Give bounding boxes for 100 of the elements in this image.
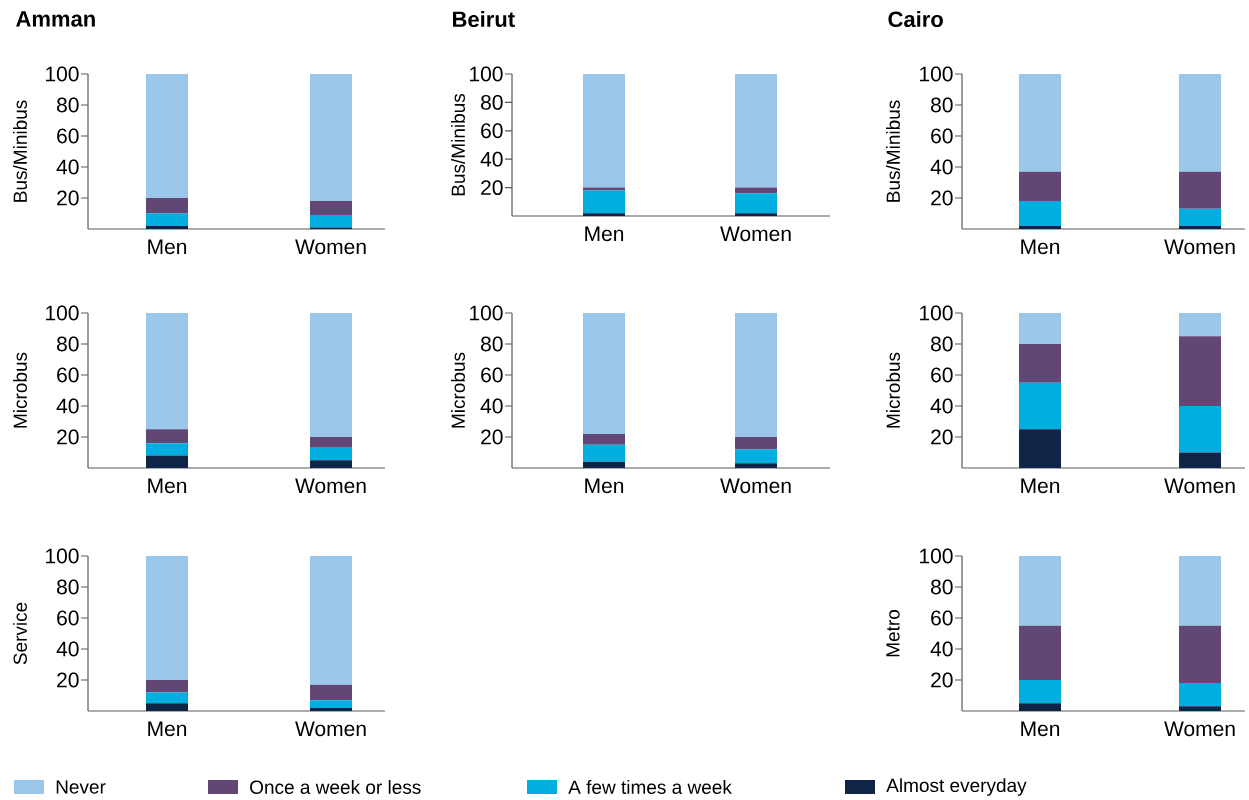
y-tick-label: 20: [481, 429, 503, 445]
y-tick-label: 60: [931, 128, 953, 144]
y-tick-label: 20: [931, 190, 953, 206]
y-tick-label: 20: [57, 672, 79, 688]
bar: [310, 447, 352, 461]
y-axis-title: Bus/Minibus: [451, 93, 465, 196]
bar: [583, 312, 626, 434]
bar: [146, 73, 188, 198]
bar: [146, 680, 188, 693]
y-axis-title: Metro: [886, 610, 900, 657]
y-tick-label: 80: [481, 94, 503, 110]
y-tick-label: 60: [481, 123, 503, 139]
y-tick-label: 80: [931, 579, 953, 595]
y-axis-title: Service: [13, 602, 27, 665]
y-tick-label: 100: [46, 66, 79, 82]
y-tick-label: 80: [931, 336, 953, 352]
bar: [146, 692, 188, 704]
bar: [146, 429, 188, 444]
x-tick-label: Men: [585, 478, 624, 494]
bar: [735, 312, 778, 437]
bar: [310, 460, 352, 468]
y-tick-label: 40: [930, 398, 953, 414]
bar: [146, 556, 188, 680]
bar: [735, 449, 778, 464]
bar: [1019, 429, 1062, 468]
bar: [146, 455, 188, 468]
chart-title: Amman: [16, 11, 95, 27]
bar: [1019, 344, 1062, 383]
bar: [1019, 556, 1062, 626]
y-tick-label: 100: [46, 548, 79, 564]
bar: [1179, 225, 1222, 229]
bar: [735, 437, 778, 450]
y-tick-label: 40: [480, 398, 503, 414]
y-tick-label: 20: [931, 672, 953, 688]
bar: [583, 433, 626, 445]
bar: [735, 463, 778, 468]
y-tick-label: 80: [481, 336, 503, 352]
y-tick-label: 100: [470, 305, 503, 321]
y-tick-label: 20: [57, 429, 79, 445]
bar: [1019, 625, 1062, 680]
bar: [1019, 225, 1062, 229]
y-tick-label: 80: [57, 97, 79, 113]
bar: [1019, 201, 1062, 226]
chart-title: Beirut: [453, 10, 515, 28]
x-tick-label: Men: [1021, 721, 1060, 737]
y-tick-label: 80: [57, 579, 79, 595]
y-tick-label: 80: [931, 97, 953, 113]
bar: [146, 225, 188, 229]
bar: [735, 193, 778, 214]
bar: [310, 215, 352, 228]
bar: [1179, 625, 1222, 684]
legend-label: Once a week or less: [250, 780, 421, 794]
bar: [1019, 171, 1062, 202]
x-tick-label: Women: [720, 478, 791, 494]
bar: [310, 684, 352, 701]
bar: [1019, 680, 1062, 704]
bar: [1179, 171, 1222, 209]
legend-label: Never: [56, 780, 106, 794]
y-axis-title: Microbus: [451, 352, 465, 428]
bar: [1019, 382, 1062, 430]
bar: [1179, 683, 1222, 707]
x-tick-label: Men: [148, 721, 187, 737]
y-tick-label: 40: [480, 151, 503, 167]
bar: [1179, 556, 1222, 626]
x-tick-label: Men: [1021, 478, 1060, 494]
x-tick-label: Men: [148, 239, 187, 255]
y-tick-label: 100: [920, 66, 953, 82]
bar: [1179, 208, 1222, 226]
y-tick-label: 100: [470, 66, 503, 82]
bar: [310, 700, 352, 708]
y-tick-label: 40: [56, 159, 79, 175]
x-tick-label: Women: [295, 721, 366, 737]
bar: [583, 444, 626, 462]
bar: [146, 703, 188, 711]
bar: [1019, 312, 1062, 344]
legend-label: Almost everyday: [886, 778, 1027, 796]
bar: [146, 197, 188, 214]
y-axis-title: Microbus: [13, 352, 27, 428]
y-tick-label: 60: [931, 367, 953, 383]
y-axis-title: Microbus: [886, 352, 900, 428]
bar: [310, 556, 352, 685]
legend-label: A few times a week: [568, 780, 732, 794]
bar: [1019, 73, 1062, 172]
bar: [1179, 73, 1222, 172]
y-tick-label: 60: [57, 610, 79, 626]
bar: [146, 213, 188, 226]
bar: [310, 707, 352, 711]
bar: [1179, 452, 1222, 468]
bar: [1179, 312, 1222, 337]
bar: [146, 312, 188, 430]
x-tick-label: Women: [720, 226, 791, 242]
y-tick-label: 100: [920, 305, 953, 321]
x-tick-label: Women: [1164, 721, 1235, 737]
chart-title: Cairo: [888, 10, 943, 28]
y-axis-title: Bus/Minibus: [13, 100, 27, 202]
bar: [735, 213, 778, 216]
x-tick-label: Women: [295, 478, 366, 494]
y-tick-label: 20: [931, 429, 953, 445]
y-tick-label: 40: [56, 641, 79, 657]
bar: [583, 213, 626, 216]
